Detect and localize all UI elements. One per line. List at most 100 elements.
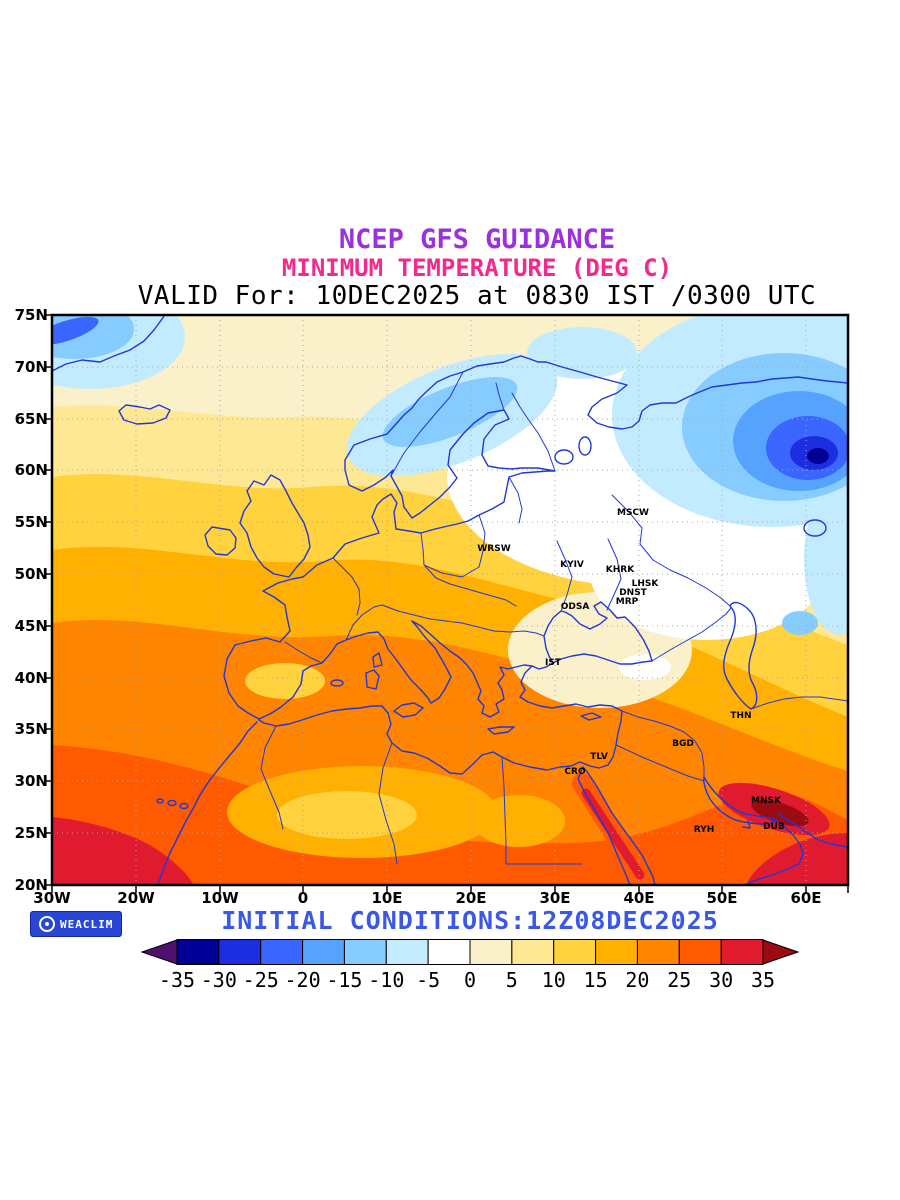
colorbar-tick-label: -25 (242, 968, 279, 992)
city-label: LHSK (631, 579, 659, 589)
coast-greenland (52, 315, 166, 372)
y-axis-ticks (44, 314, 52, 886)
coast-corsica (372, 652, 383, 668)
temp-region-ural-tongue (804, 485, 848, 635)
colorbar-tick-label: 5 (505, 968, 518, 992)
lat-label: 70N (14, 358, 48, 376)
city-label: THN (730, 711, 752, 721)
city-label: MRP (615, 597, 639, 607)
colorbar-tick-label: 35 (750, 968, 776, 992)
lat-label: 35N (14, 720, 48, 738)
colorbar-segment (260, 939, 304, 965)
lake-aral (803, 519, 827, 537)
colorbar-tick-label: -15 (326, 968, 363, 992)
weaclim-logo-icon (39, 916, 55, 932)
colorbar-segment (176, 939, 220, 965)
coast-cyprus (580, 712, 602, 721)
coast-red-sea (577, 766, 656, 885)
coast-ireland (204, 526, 237, 556)
city-label: WRSW (477, 544, 511, 554)
chart-title-model: NCEP GFS GUIDANCE (338, 224, 616, 255)
weaclim-logo-dot (45, 922, 49, 926)
lat-label: 45N (14, 617, 48, 635)
border-scandinavia (390, 371, 556, 477)
lon-label: 0 (297, 889, 309, 907)
colorbar-segment (636, 939, 680, 965)
x-axis-ticks (51, 885, 849, 893)
border-central-europe (284, 557, 517, 664)
city-label: KYIV (560, 560, 584, 570)
city-label: RYH (693, 825, 715, 835)
chart-title-variable: MINIMUM TEMPERATURE (DEG C) (281, 254, 673, 282)
city-label: IST (545, 658, 561, 668)
colorbar-segment (720, 939, 764, 965)
temp-region-sahara-east (473, 795, 565, 847)
lon-label: 30W (33, 889, 71, 907)
coast-persian-gulf (703, 776, 848, 885)
temp-region-volga-white (589, 500, 825, 640)
colorbar-labels: -35 -30 -25 -20 -15 -10 -5 0 5 10 15 20 … (139, 968, 801, 992)
coast-balearics (330, 679, 344, 687)
lat-label: 60N (14, 461, 48, 479)
colorbar-segment (427, 939, 471, 965)
colorbar-segment (511, 939, 555, 965)
city-label: TLV (590, 752, 608, 762)
colorbar-segment (678, 939, 722, 965)
temp-region-iberia (245, 663, 325, 699)
temp-streak-redsea-hot (581, 788, 645, 880)
coast-black-sea (543, 601, 653, 665)
colorbar-segment (302, 939, 345, 965)
colorbar-tick-label: -35 (158, 968, 196, 992)
coast-morocco-atlantic (157, 721, 258, 885)
colorbar-tick-label: 20 (625, 968, 650, 992)
borders-middle-east (615, 607, 848, 782)
border-baltic (420, 476, 523, 578)
colorbar-segment (553, 939, 597, 965)
city-label: MSCW (617, 508, 649, 518)
temp-spot-cold (782, 611, 818, 635)
coast-europe-arctic (223, 355, 848, 720)
lon-label: 60E (790, 889, 822, 907)
colorbar-tick-label: -5 (416, 968, 441, 992)
colorbar-segment (595, 939, 638, 965)
temp-region-sahara-core (277, 791, 417, 839)
country-borders-rivers (260, 371, 848, 865)
temp-core-coldest (807, 448, 829, 464)
lat-label: 50N (14, 565, 48, 583)
coast-canaries-1 (167, 799, 177, 807)
city-label: DNST (619, 588, 647, 598)
colorbar-tick-label: 30 (709, 968, 734, 992)
city-label: DUB (763, 822, 785, 832)
lat-label: 65N (14, 410, 48, 428)
axis-ticks (44, 314, 849, 893)
river-danube (381, 604, 545, 637)
temp-region-hot-sw (52, 817, 194, 885)
colorbar (140, 939, 800, 965)
coast-canaries-2 (179, 802, 189, 810)
colorbar-segment (343, 939, 387, 965)
coast-canaries-3 (156, 798, 164, 804)
graticule (52, 315, 848, 885)
coast-sardinia (365, 669, 380, 690)
coastlines (52, 315, 848, 885)
lon-label: 30E (539, 889, 571, 907)
lat-label: 25N (14, 824, 48, 842)
colorbar-segment (385, 939, 429, 965)
city-label: ODSA (560, 602, 590, 612)
coast-sicily (393, 702, 424, 718)
lon-label: 40E (623, 889, 655, 907)
weaclim-brand-label: WEACLIM (60, 917, 114, 931)
colorbar-tick-label: -30 (200, 968, 237, 992)
coast-mediterranean-north (258, 620, 554, 720)
map-frame (50, 313, 850, 887)
temperature-map-figure (44, 313, 850, 893)
lon-label: 10E (371, 889, 403, 907)
colorbar-tick-label: 0 (463, 968, 477, 992)
colorbar-segment (218, 939, 262, 965)
temp-band-25-30 (52, 745, 848, 885)
lat-label: 55N (14, 513, 48, 531)
lon-label: 50E (706, 889, 738, 907)
colorbar-tick-label: -20 (284, 968, 321, 992)
map-plot-group (44, 313, 850, 893)
